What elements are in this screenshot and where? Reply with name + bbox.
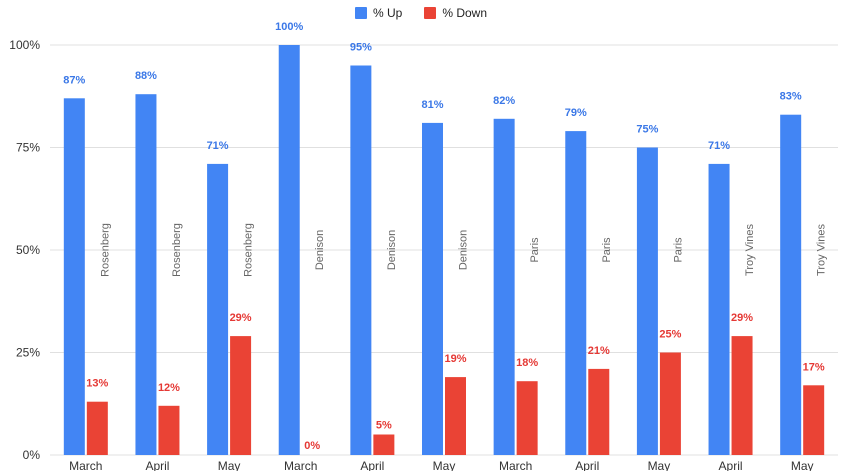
data-label-down: 17% xyxy=(803,361,825,373)
data-label-down: 29% xyxy=(731,312,753,324)
bar-down xyxy=(230,336,252,455)
data-label-up: 83% xyxy=(780,91,802,103)
legend: % Up % Down xyxy=(0,6,842,20)
legend-label-down: % Down xyxy=(442,6,488,20)
legend-swatch-up xyxy=(354,7,367,19)
bar-down xyxy=(516,381,538,455)
bar-up xyxy=(207,163,229,455)
bar-up xyxy=(780,114,802,455)
group-label: Paris xyxy=(672,237,684,263)
x-tick-label: April xyxy=(145,459,169,471)
group-label: Denison xyxy=(314,230,326,270)
x-tick-label: March xyxy=(499,459,532,471)
group-label: Troy Vines xyxy=(744,224,756,276)
x-tick-label: April xyxy=(719,459,743,471)
data-label-down: 21% xyxy=(588,345,610,357)
data-label-up: 82% xyxy=(493,95,515,107)
data-label-down: 18% xyxy=(516,357,538,369)
bar-up xyxy=(135,94,157,455)
data-label-up: 75% xyxy=(636,124,658,136)
bar-down xyxy=(373,434,395,455)
bar-up xyxy=(636,147,658,455)
group-label: Denison xyxy=(458,230,470,270)
bar-down xyxy=(731,336,753,455)
x-tick-label: March xyxy=(69,459,102,471)
x-tick-label: March xyxy=(284,459,317,471)
x-tick-label: May xyxy=(648,459,671,471)
data-label-down: 5% xyxy=(376,420,392,432)
legend-swatch-down xyxy=(424,7,437,19)
bar-up xyxy=(493,118,515,456)
data-label-down: 19% xyxy=(444,353,466,365)
bar-down xyxy=(588,368,610,455)
x-tick-label: April xyxy=(360,459,384,471)
group-label: Rosenberg xyxy=(99,223,111,277)
x-tick-label: April xyxy=(575,459,599,471)
bar-up xyxy=(708,163,730,455)
legend-label-up: % Up xyxy=(372,6,403,20)
bar-up xyxy=(63,98,85,456)
data-label-down: 13% xyxy=(86,378,108,390)
legend-item-down[interactable]: % Down xyxy=(424,6,487,20)
x-tick-label: May xyxy=(218,459,241,471)
bar-down xyxy=(659,352,681,455)
y-tick-label: 100% xyxy=(9,38,40,52)
y-tick-label: 0% xyxy=(23,448,41,462)
data-label-up: 71% xyxy=(708,140,730,152)
bar-up xyxy=(350,65,372,455)
data-label-down: 12% xyxy=(158,382,180,394)
data-label-down: 25% xyxy=(659,329,681,341)
bar-up xyxy=(422,122,443,456)
data-label-up: 81% xyxy=(421,99,443,111)
group-label: Rosenberg xyxy=(243,223,255,277)
group-label: Paris xyxy=(601,237,613,263)
group-label: Paris xyxy=(529,237,541,263)
x-tick-label: May xyxy=(433,459,456,471)
data-label-up: 95% xyxy=(350,42,372,54)
legend-item-up[interactable]: % Up xyxy=(354,6,403,20)
bar-up xyxy=(565,131,587,455)
data-label-up: 71% xyxy=(207,140,229,152)
x-tick-label: May xyxy=(791,459,814,471)
data-label-up: 88% xyxy=(135,70,157,82)
group-label: Rosenberg xyxy=(171,223,183,277)
data-label-down: 29% xyxy=(230,312,252,324)
data-label-up: 87% xyxy=(63,74,85,86)
data-label-up: 100% xyxy=(275,21,303,33)
y-tick-label: 75% xyxy=(16,141,40,155)
data-label-up: 79% xyxy=(565,107,587,119)
group-label: Denison xyxy=(386,230,398,270)
bar-down xyxy=(803,385,825,455)
group-label: Troy Vines xyxy=(816,224,828,276)
bar-down xyxy=(158,405,180,455)
bar-up xyxy=(278,45,300,455)
bar-down xyxy=(86,401,108,455)
bar-down xyxy=(445,377,466,455)
data-label-down: 0% xyxy=(304,440,320,452)
y-tick-label: 25% xyxy=(16,346,40,360)
y-tick-label: 50% xyxy=(16,243,40,257)
